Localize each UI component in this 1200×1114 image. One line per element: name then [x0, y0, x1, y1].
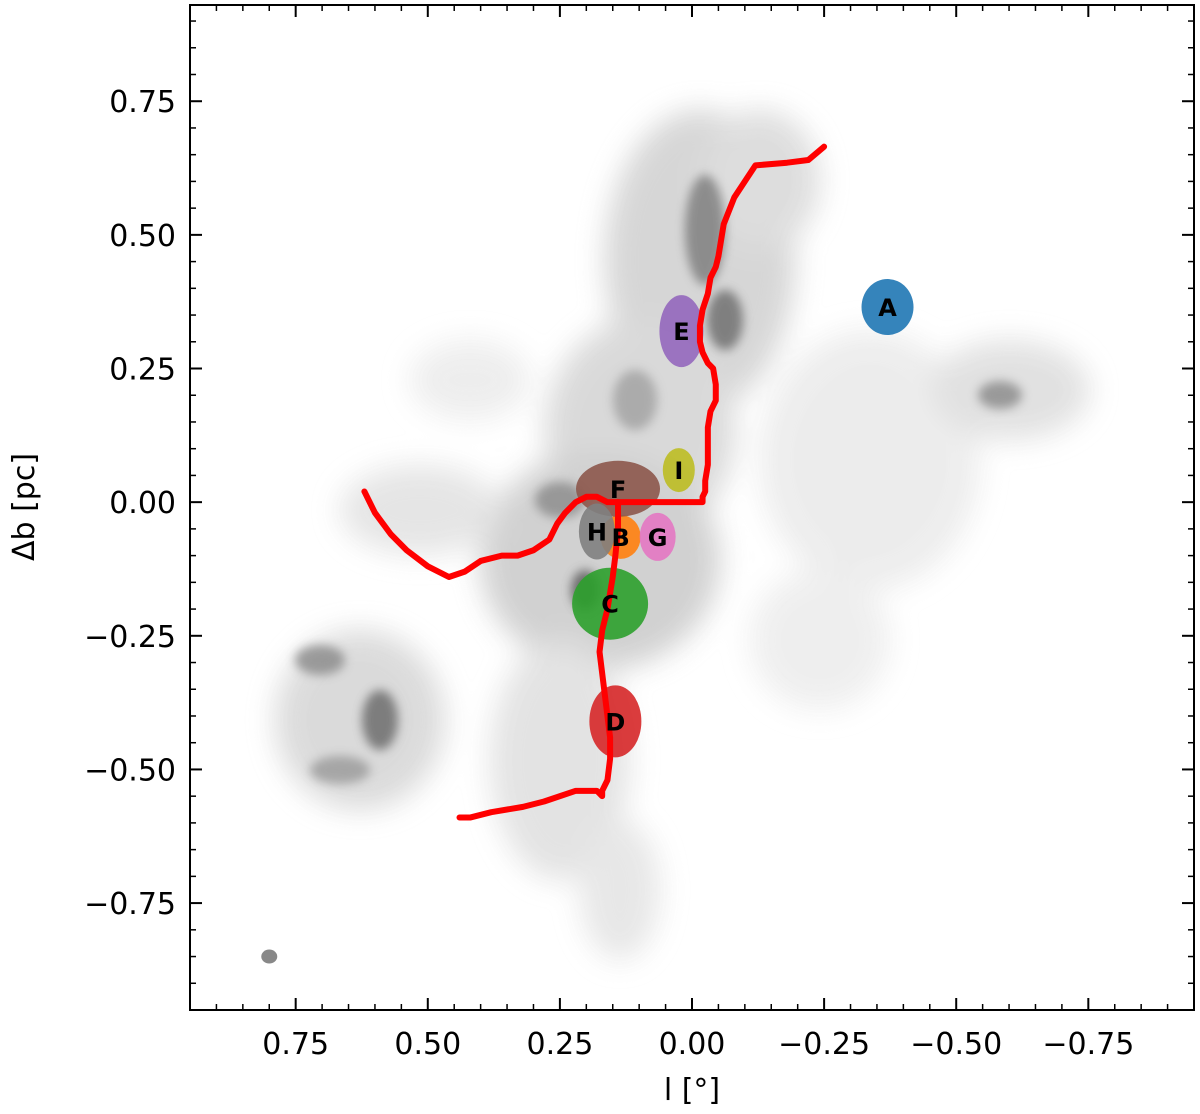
y-axis-label: Δb [pc] — [7, 453, 42, 561]
clump-g — [639, 512, 676, 561]
filament-branch-3 — [456, 499, 622, 821]
beam-layer — [261, 949, 278, 964]
x-tick-label: 0.75 — [262, 1027, 329, 1062]
clump-label-i: I — [674, 457, 683, 485]
tick-label-layer: 0.75 0.50 0.25 0.00 −0.25 −0.50 −0.75 0.75 0.50 0… — [84, 85, 1134, 1062]
clump-e — [659, 295, 704, 368]
x-tick-label: 0.25 — [526, 1027, 593, 1062]
x-tick-label: 0.00 — [659, 1027, 726, 1062]
clump-label-g: G — [648, 524, 668, 552]
tick-layer — [190, 5, 1194, 1010]
clump-label-e: E — [673, 318, 689, 346]
x-tick-label: −0.50 — [910, 1027, 1002, 1062]
x-axis-label: l [°] — [664, 1073, 720, 1108]
filament-branch-1 — [615, 143, 828, 506]
clump-label-c: C — [601, 591, 619, 619]
clump-label-a: A — [878, 294, 897, 322]
clump-label-d: D — [605, 708, 625, 736]
y-tick-label: 0.50 — [109, 219, 176, 254]
x-tick-label: −0.75 — [1042, 1027, 1134, 1062]
y-tick-label: −0.50 — [84, 753, 176, 788]
x-tick-label: 0.50 — [394, 1027, 461, 1062]
filament-branch-2 — [361, 488, 622, 580]
clump-label-f: F — [610, 476, 626, 504]
clump-label-h: H — [587, 519, 607, 547]
clump-h — [578, 503, 615, 560]
y-tick-label: 0.75 — [109, 85, 176, 120]
clump-label-b: B — [612, 524, 630, 552]
clump-d — [589, 685, 642, 758]
y-tick-label: −0.25 — [84, 620, 176, 655]
clump-i — [662, 448, 695, 493]
clump-a — [861, 279, 914, 336]
beam-marker — [261, 949, 278, 964]
filament-layer — [361, 143, 828, 821]
y-tick-label: 0.25 — [109, 353, 176, 388]
y-tick-label: −0.75 — [84, 887, 176, 922]
intensity-map — [275, 110, 1090, 960]
y-tick-label: 0.00 — [109, 486, 176, 521]
clump-label-layer: A B C D E FG H I — [587, 294, 897, 736]
x-tick-label: −0.25 — [778, 1027, 870, 1062]
